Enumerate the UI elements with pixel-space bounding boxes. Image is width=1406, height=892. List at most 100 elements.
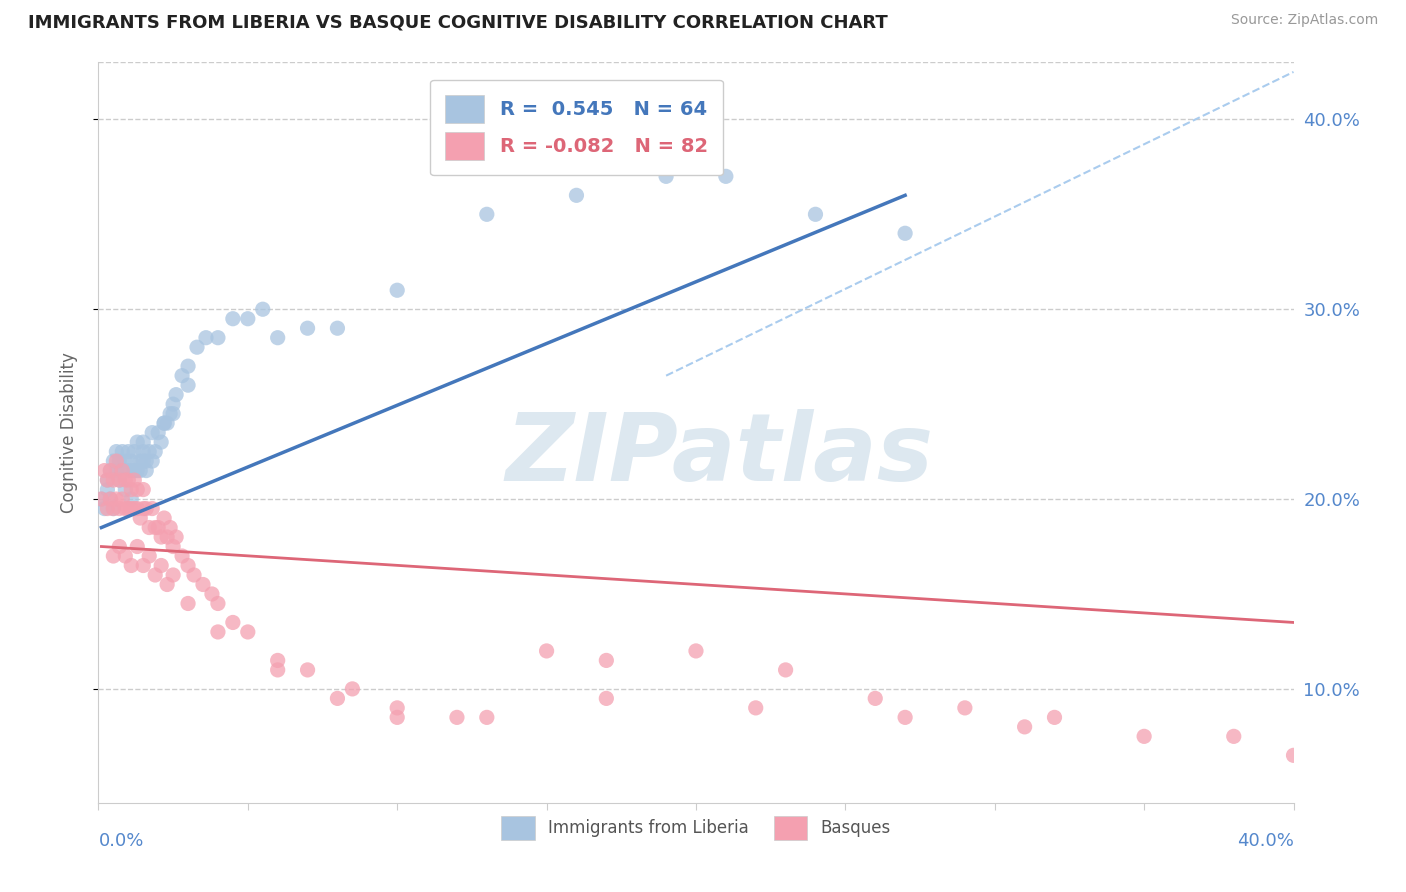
Point bbox=[446, 710, 468, 724]
Point bbox=[132, 444, 155, 458]
Point bbox=[111, 491, 134, 506]
Point bbox=[385, 710, 409, 724]
Point bbox=[153, 416, 176, 430]
Point bbox=[267, 663, 290, 677]
Text: Source: ZipAtlas.com: Source: ZipAtlas.com bbox=[1230, 13, 1378, 28]
Point bbox=[297, 321, 319, 335]
Point bbox=[745, 701, 768, 715]
Point bbox=[132, 435, 155, 450]
Point bbox=[207, 597, 229, 611]
Point bbox=[207, 624, 229, 639]
Text: 40.0%: 40.0% bbox=[1237, 832, 1294, 850]
Point bbox=[183, 568, 205, 582]
Point bbox=[105, 454, 128, 468]
Point bbox=[108, 501, 131, 516]
Point bbox=[138, 444, 160, 458]
Point bbox=[177, 597, 200, 611]
Point bbox=[132, 501, 155, 516]
Point bbox=[201, 587, 224, 601]
Point bbox=[148, 520, 170, 534]
Point bbox=[96, 473, 118, 487]
Point bbox=[132, 454, 155, 468]
Point bbox=[342, 681, 364, 696]
Point bbox=[117, 464, 139, 478]
Point bbox=[96, 501, 118, 516]
Point bbox=[114, 501, 136, 516]
Point bbox=[655, 169, 678, 184]
Point bbox=[138, 549, 160, 563]
Point bbox=[98, 464, 122, 478]
Point bbox=[191, 577, 214, 591]
Point bbox=[117, 444, 139, 458]
Point bbox=[162, 568, 184, 582]
Point bbox=[222, 311, 245, 326]
Point bbox=[120, 483, 142, 497]
Point bbox=[1043, 710, 1066, 724]
Point bbox=[1223, 730, 1246, 744]
Point bbox=[165, 530, 187, 544]
Point bbox=[714, 169, 737, 184]
Point bbox=[120, 454, 142, 468]
Point bbox=[141, 454, 163, 468]
Point bbox=[685, 644, 707, 658]
Point bbox=[156, 416, 179, 430]
Point bbox=[222, 615, 245, 630]
Point bbox=[108, 473, 131, 487]
Y-axis label: Cognitive Disability: Cognitive Disability bbox=[59, 352, 77, 513]
Point bbox=[105, 444, 128, 458]
Point bbox=[111, 464, 134, 478]
Point bbox=[108, 454, 131, 468]
Point bbox=[326, 691, 349, 706]
Point bbox=[326, 321, 349, 335]
Point bbox=[129, 454, 152, 468]
Point bbox=[103, 473, 125, 487]
Point bbox=[120, 558, 142, 573]
Point bbox=[595, 653, 617, 667]
Legend: Immigrants from Liberia, Basques: Immigrants from Liberia, Basques bbox=[495, 809, 897, 847]
Point bbox=[177, 359, 200, 374]
Point bbox=[90, 491, 112, 506]
Point bbox=[595, 691, 617, 706]
Point bbox=[153, 416, 176, 430]
Point bbox=[536, 644, 558, 658]
Point bbox=[186, 340, 208, 354]
Point bbox=[108, 540, 131, 554]
Point bbox=[1014, 720, 1036, 734]
Point bbox=[267, 653, 290, 667]
Point bbox=[475, 710, 498, 724]
Point bbox=[90, 491, 112, 506]
Point bbox=[150, 435, 173, 450]
Point bbox=[156, 530, 179, 544]
Point bbox=[141, 425, 163, 440]
Point bbox=[114, 473, 136, 487]
Text: IMMIGRANTS FROM LIBERIA VS BASQUE COGNITIVE DISABILITY CORRELATION CHART: IMMIGRANTS FROM LIBERIA VS BASQUE COGNIT… bbox=[28, 13, 887, 31]
Point bbox=[105, 464, 128, 478]
Point bbox=[103, 501, 125, 516]
Point bbox=[143, 568, 166, 582]
Point bbox=[124, 501, 146, 516]
Point bbox=[143, 444, 166, 458]
Point bbox=[135, 454, 157, 468]
Point bbox=[804, 207, 827, 221]
Point bbox=[117, 501, 139, 516]
Point bbox=[114, 483, 136, 497]
Point bbox=[894, 710, 917, 724]
Point bbox=[127, 540, 149, 554]
Point bbox=[177, 378, 200, 392]
Point bbox=[385, 701, 409, 715]
Point bbox=[114, 549, 136, 563]
Point bbox=[385, 283, 409, 297]
Point bbox=[96, 473, 118, 487]
Point bbox=[124, 464, 146, 478]
Point bbox=[207, 331, 229, 345]
Point bbox=[150, 558, 173, 573]
Point bbox=[138, 520, 160, 534]
Point bbox=[108, 473, 131, 487]
Point bbox=[124, 473, 146, 487]
Point bbox=[132, 558, 155, 573]
Point bbox=[132, 483, 155, 497]
Point bbox=[267, 331, 290, 345]
Point bbox=[124, 444, 146, 458]
Point bbox=[162, 397, 184, 411]
Point bbox=[236, 624, 259, 639]
